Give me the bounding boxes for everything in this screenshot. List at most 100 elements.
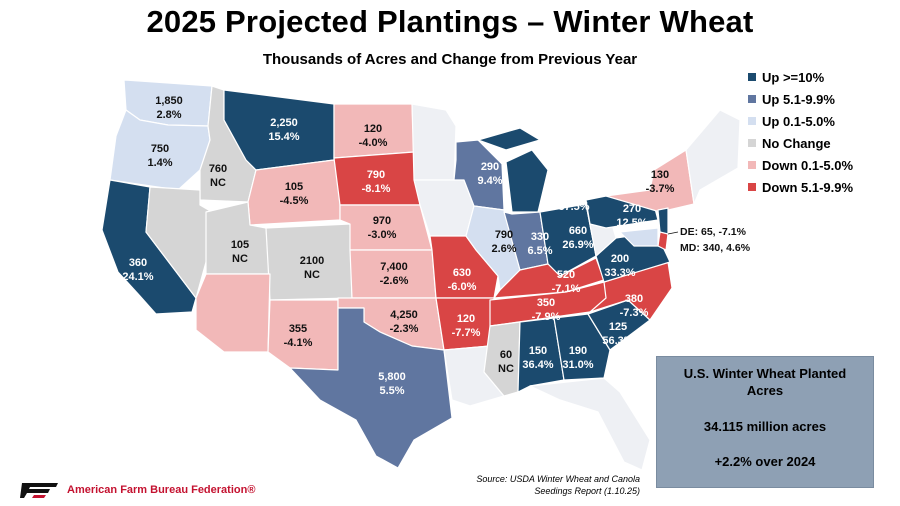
state-oh-change-label: 26.9% bbox=[562, 239, 593, 251]
state-mo-acres-label: 630 bbox=[453, 267, 471, 279]
state-id-acres-label: 760 bbox=[209, 163, 227, 175]
state-il-acres-label: 790 bbox=[495, 229, 513, 241]
state-nd-change-label: -4.0% bbox=[359, 137, 388, 149]
state-oh-acres-label: 660 bbox=[569, 225, 587, 237]
state-or-change-label: 1.4% bbox=[147, 157, 172, 169]
state-nc-change-label: -7.3% bbox=[620, 307, 649, 319]
legend-swatch bbox=[748, 139, 756, 147]
state-pa-acres-label: 270 bbox=[623, 203, 641, 215]
afbf-logo-icon bbox=[20, 483, 58, 498]
state-mi bbox=[477, 127, 549, 213]
state-mt-change-label: 15.4% bbox=[268, 131, 299, 143]
state-sd-change-label: -8.1% bbox=[362, 183, 391, 195]
state-labels: 1,850 2.8% 750 1.4% 360 24.1% 760 NC 2,250 15.4% 1… bbox=[122, 95, 674, 397]
state-ga-change-label: 31.0% bbox=[562, 359, 593, 371]
state-nm-acres-label: 355 bbox=[289, 323, 307, 335]
state-sc-change-label: 56.3% bbox=[602, 335, 633, 347]
legend-item: Up 5.1-9.9% bbox=[748, 88, 898, 110]
legend-label: Down 0.1-5.0% bbox=[762, 157, 854, 173]
state-nm-change-label: -4.1% bbox=[284, 337, 313, 349]
state-al bbox=[517, 317, 565, 393]
brand-footer: American Farm Bureau Federation® bbox=[20, 481, 255, 499]
state-ne bbox=[339, 204, 433, 251]
state-ok-change-label: -2.3% bbox=[390, 323, 419, 335]
map-subtitle: Thousands of Acres and Change from Previ… bbox=[262, 51, 638, 68]
state-ms-change-label: NC bbox=[498, 363, 514, 375]
state-tx-change-label: 5.5% bbox=[379, 385, 404, 397]
legend-item: Down 5.1-9.9% bbox=[748, 176, 898, 198]
state-mo-change-label: -6.0% bbox=[448, 281, 477, 293]
legend-swatch bbox=[748, 161, 756, 169]
state-wy-acres-label: 105 bbox=[285, 181, 303, 193]
state-co-acres-label: 2100 bbox=[300, 255, 324, 267]
state-ms-acres-label: 60 bbox=[500, 349, 512, 361]
state-or-acres-label: 750 bbox=[151, 143, 169, 155]
state-ks-acres-label: 7,400 bbox=[380, 261, 408, 273]
state-id-change-label: NC bbox=[210, 177, 226, 189]
map-title: 2025 Projected Plantings – Winter Wheat bbox=[146, 4, 754, 39]
state-ny-acres-label: 130 bbox=[651, 169, 669, 181]
source-line-2: Seedings Report (1.10.25) bbox=[534, 486, 640, 496]
brand-name: American Farm Bureau Federation® bbox=[67, 484, 256, 496]
state-ok-acres-label: 4,250 bbox=[390, 309, 418, 321]
callout-leader-line bbox=[667, 231, 679, 235]
state-ca-change-label: 24.1% bbox=[122, 271, 153, 283]
state-ky-change-label: -7.1% bbox=[552, 283, 581, 295]
md-callout: MD: 340, 4.6% bbox=[680, 242, 751, 254]
state-al-acres-label: 150 bbox=[529, 345, 547, 357]
state-ny-change-label: -3.7% bbox=[646, 183, 675, 195]
legend-label: Up 0.1-5.0% bbox=[762, 113, 835, 129]
state-va-change-label: 33.3% bbox=[604, 267, 635, 279]
state-wi-change-label: 9.4% bbox=[477, 175, 502, 187]
state-tn-change-label: -7.9% bbox=[532, 311, 561, 323]
state-mt-acres-label: 2,250 bbox=[270, 117, 298, 129]
map-legend: Up >=10% Up 5.1-9.9% Up 0.1-5.0% No Change D… bbox=[748, 66, 898, 198]
state-tx bbox=[289, 307, 453, 469]
state-in-acres-label: 330 bbox=[531, 231, 549, 243]
summary-total-acres: 34.115 million acres bbox=[703, 419, 827, 434]
state-nd-acres-label: 120 bbox=[364, 123, 382, 135]
state-mn bbox=[411, 103, 457, 181]
state-sd-acres-label: 790 bbox=[367, 169, 385, 181]
state-nc bbox=[589, 261, 673, 321]
state-az bbox=[195, 273, 271, 353]
summary-title: U.S. Winter Wheat Planted Acres bbox=[683, 366, 847, 398]
state-mi-acres-label: 550 bbox=[565, 187, 583, 199]
legend-swatch bbox=[748, 183, 756, 191]
state-ky bbox=[493, 257, 605, 299]
state-ks-change-label: -2.6% bbox=[380, 275, 409, 287]
legend-label: Up >=10% bbox=[762, 69, 825, 85]
state-mi-change-label: 37.5% bbox=[558, 201, 589, 213]
legend-swatch bbox=[748, 73, 756, 81]
source-line-1: Source: USDA Winter Wheat and Canola bbox=[476, 474, 640, 484]
state-nm bbox=[267, 299, 339, 371]
state-ks bbox=[349, 249, 437, 299]
state-in-change-label: 6.5% bbox=[527, 245, 552, 257]
state-ar-change-label: -7.7% bbox=[452, 327, 481, 339]
state-nc-acres-label: 380 bbox=[625, 293, 643, 305]
state-ut-change-label: NC bbox=[232, 253, 248, 265]
legend-item: Up 0.1-5.0% bbox=[748, 110, 898, 132]
legend-label: Down 5.1-9.9% bbox=[762, 179, 854, 195]
summary-box: U.S. Winter Wheat Planted Acres 34.115 m… bbox=[656, 356, 874, 488]
state-al-change-label: 36.4% bbox=[522, 359, 553, 371]
state-ar-acres-label: 120 bbox=[457, 313, 475, 325]
state-ga bbox=[553, 313, 611, 381]
legend-swatch bbox=[748, 117, 756, 125]
state-ne-acres-label: 970 bbox=[373, 215, 391, 227]
de-callout: DE: 65, -7.1% bbox=[680, 226, 747, 238]
legend-item: Up >=10% bbox=[748, 66, 898, 88]
state-wi-acres-label: 290 bbox=[481, 161, 499, 173]
summary-change: +2.2% over 2024 bbox=[714, 454, 816, 469]
state-pa-change-label: 12.5% bbox=[616, 217, 647, 229]
state-de bbox=[657, 231, 669, 251]
state-wa-acres-label: 1,850 bbox=[155, 95, 183, 107]
state-va-acres-label: 200 bbox=[611, 253, 629, 265]
state-ga-acres-label: 190 bbox=[569, 345, 587, 357]
state-md bbox=[619, 227, 659, 247]
legend-item: No Change bbox=[748, 132, 898, 154]
state-wy-change-label: -4.5% bbox=[280, 195, 309, 207]
state-tn-acres-label: 350 bbox=[537, 297, 555, 309]
source-note: Source: USDA Winter Wheat and Canola See… bbox=[430, 473, 640, 497]
